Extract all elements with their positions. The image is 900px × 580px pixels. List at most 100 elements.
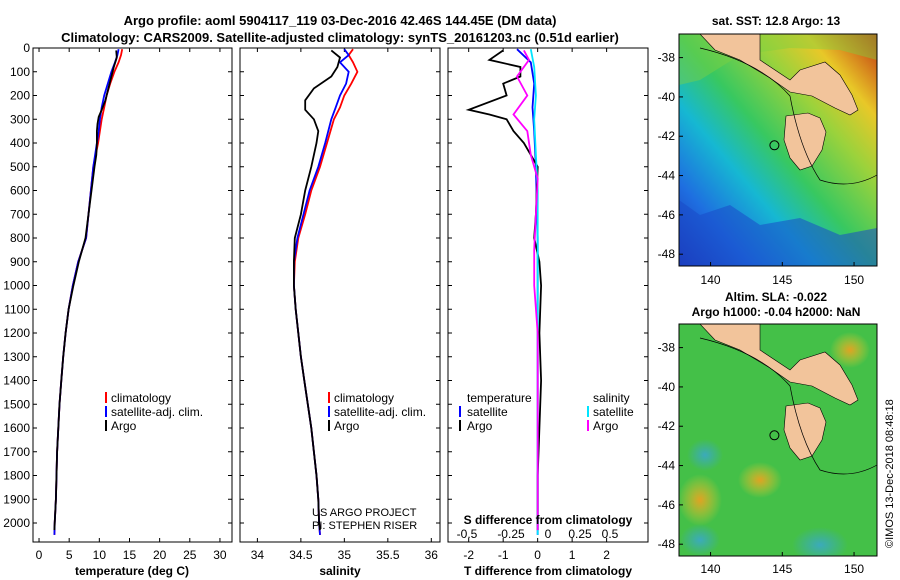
depth-tick-label: 300 <box>10 112 30 126</box>
depth-tick-label: 0 <box>23 41 30 55</box>
legend-label-climatology: climatology <box>111 391 171 405</box>
sst-map-frame <box>678 33 878 267</box>
depth-tick-label: 700 <box>10 207 30 221</box>
x-tick-label: 0 <box>534 548 541 562</box>
x-tick-label: 1 <box>569 548 576 562</box>
tasmania <box>783 112 827 171</box>
difference-panel: -2 -1 0 1 2 T difference from climatology S … <box>447 47 649 578</box>
difference-depth-ticks <box>448 47 648 524</box>
x-tick-label: 25 <box>183 548 197 562</box>
argo-position-marker <box>769 140 780 151</box>
lat-tick-label: -40 <box>658 380 676 394</box>
salinity-axis-ticks: 34 34.5 35 35.5 36 <box>251 48 439 562</box>
lat-tick-label: -46 <box>658 208 676 222</box>
sla-cold-eddy <box>680 524 720 556</box>
salinity-diff-tick-label: 0.25 <box>568 527 592 541</box>
difference-axis-ticks: -2 -1 0 1 2 <box>463 48 610 562</box>
lon-tick-label: 140 <box>701 273 721 287</box>
salinity-depth-ticks <box>240 47 440 524</box>
sst-cold-band <box>679 200 877 266</box>
salinity-series <box>292 48 359 535</box>
depth-tick-label: 900 <box>10 255 30 269</box>
depth-tick-label: 1900 <box>3 492 30 506</box>
legend-label-argo: Argo <box>334 419 360 433</box>
temperature-panel: 0100200300400500600700800900100011001200… <box>3 41 233 578</box>
lat-tick-label: -42 <box>658 419 676 433</box>
series-line-argo <box>293 49 342 531</box>
x-tick-label: 35.5 <box>376 548 400 562</box>
x-tick-label: 35 <box>338 548 352 562</box>
sla-warm-eddy <box>738 462 782 498</box>
depth-tick-label: 500 <box>10 160 30 174</box>
lon-tick-label: 150 <box>844 562 864 576</box>
depth-tick-label: 800 <box>10 231 30 245</box>
legend-title-temperature: temperature <box>467 391 532 405</box>
depth-tick-label: 400 <box>10 136 30 150</box>
x-tick-label: 34 <box>251 548 265 562</box>
lat-tick-label: -48 <box>658 247 676 261</box>
depth-tick-label: 1600 <box>3 421 30 435</box>
depth-tick-label: 1400 <box>3 374 30 388</box>
lat-tick-label: -44 <box>658 459 676 473</box>
lat-tick-label: -46 <box>658 498 676 512</box>
series-line-argo <box>53 50 118 531</box>
mainland-australia <box>699 324 859 406</box>
sst-map-title: sat. SST: 12.8 Argo: 13 <box>712 14 841 28</box>
salinity-plot-frame <box>239 47 441 543</box>
salinity-legend: climatology satellite-adj. clim. Argo <box>328 391 426 433</box>
depth-tick-label: 1800 <box>3 469 30 483</box>
x-tick-label: 10 <box>93 548 107 562</box>
salinity-diff-tick-label: 0.5 <box>602 527 619 541</box>
x-tick-label: 34.5 <box>289 548 313 562</box>
imos-watermark: ©IMOS 13-Dec-2018 08:48:18 <box>884 399 896 548</box>
sla-map-panel: Altim. SLA: -0.022 Argo h1000: -0.04 h20… <box>658 290 878 576</box>
sla-lon-ticks: 140 145 150 <box>701 552 864 576</box>
depth-tick-label: 100 <box>10 65 30 79</box>
sla-map-title-line2: Argo h1000: -0.04 h2000: NaN <box>692 305 861 319</box>
depth-tick-label: 1100 <box>4 302 30 316</box>
depth-tick-label: 600 <box>10 184 30 198</box>
sla-map-frame <box>678 323 878 557</box>
x-tick-label: -1 <box>498 548 509 562</box>
lon-tick-label: 150 <box>844 273 864 287</box>
sst-depth-contour <box>699 47 877 185</box>
x-tick-label: 5 <box>66 548 73 562</box>
lat-tick-label: -42 <box>658 129 676 143</box>
salinity-diff-tick-label: -0.5 <box>457 527 478 541</box>
x-tick-label: 36 <box>425 548 439 562</box>
depth-tick-label: 1500 <box>3 397 30 411</box>
temperature-series <box>53 49 124 535</box>
x-tick-label: 15 <box>123 548 137 562</box>
salinity-x-label: salinity <box>319 564 361 578</box>
legend-label-satellite: satellite-adj. clim. <box>334 405 426 419</box>
legend-label-salinity-satellite: satellite <box>593 405 634 419</box>
lon-tick-label: 145 <box>772 562 792 576</box>
tasmania <box>783 402 827 461</box>
depth-axis-ticks: 0 100 200 300 400 500 600 700 800 900 1000 1100 1200… <box>3 41 232 530</box>
x-tick-label: 0 <box>36 548 43 562</box>
lon-tick-label: 140 <box>701 562 721 576</box>
sla-cold-eddy <box>687 439 723 471</box>
temperature-plot-frame <box>32 47 233 543</box>
series-line-temperature-argo <box>465 49 543 531</box>
temperature-x-label: temperature (deg C) <box>75 564 189 578</box>
sla-map-title-line1: Altim. SLA: -0.022 <box>725 290 827 304</box>
sla-lat-ticks: -38 -40 -42 -44 -46 -48 <box>658 341 683 551</box>
depth-tick-label: 1700 <box>3 445 30 459</box>
credit-project: US ARGO PROJECT <box>312 507 417 519</box>
legend-label-satellite: satellite-adj. clim. <box>111 405 203 419</box>
series-line-salinity-argo <box>512 49 539 531</box>
difference-plot-frame <box>447 47 649 543</box>
legend-label-climatology: climatology <box>334 391 394 405</box>
salinity-difference-ticks: -0.5 -0.25 0 0.25 0.5 <box>457 527 619 541</box>
mainland-australia <box>699 34 859 116</box>
sla-warm-eddy <box>679 474 722 526</box>
legend-label-temperature-argo: Argo <box>467 419 493 433</box>
depth-tick-label: 1000 <box>3 279 30 293</box>
legend-title-salinity: salinity <box>593 391 630 405</box>
x-tick-label: 2 <box>603 548 610 562</box>
x-tick-label: 20 <box>153 548 167 562</box>
lat-tick-label: -38 <box>658 341 676 355</box>
legend-label-temperature-satellite: satellite <box>467 405 508 419</box>
